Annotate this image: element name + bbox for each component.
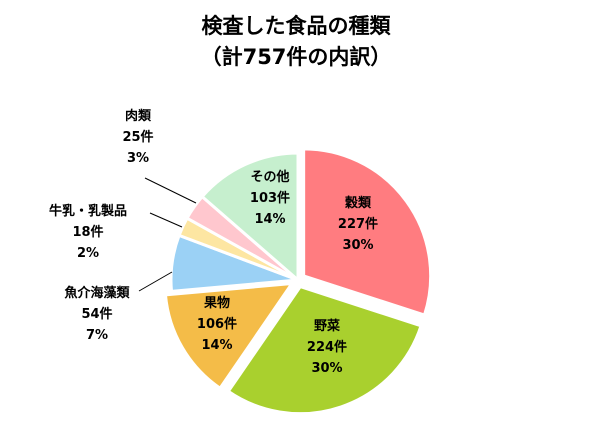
slice-label-meat-name: 肉類 <box>125 108 152 124</box>
slice-label-dairy-percent-label: 2% <box>77 246 99 261</box>
slice-label-fruit-name: 果物 <box>203 295 230 311</box>
chart-title: 検査した食品の種類 <box>202 14 392 38</box>
pie-slice-other <box>200 151 300 282</box>
slice-label-meat-count-label: 25件 <box>122 129 153 145</box>
pie-slice-fruit <box>163 282 294 390</box>
slice-label-other-name: その他 <box>250 169 289 185</box>
slice-label-seafood: 魚介海藻類 54件 7% <box>64 285 130 343</box>
slice-label-vegetables-count-label: 224件 <box>307 339 347 355</box>
slice-label-meat: 肉類 25件 3% <box>122 108 153 166</box>
slice-label-fruit: 果物 106件 14% <box>197 295 237 353</box>
slice-label-fruit-percent-label: 14% <box>201 338 232 353</box>
slice-label-fruit-count-label: 106件 <box>197 316 237 332</box>
slice-label-vegetables-percent-label: 30% <box>311 361 342 376</box>
slice-label-dairy-name: 牛乳・乳製品 <box>49 203 127 219</box>
slice-labels: 穀類 227件 30% 野菜 224件 30% 果物 106件 14% 魚介海藻類 54件 7% 牛乳・… <box>49 108 378 376</box>
slice-label-other-count-label: 103件 <box>250 190 290 206</box>
slice-label-other-percent-label: 14% <box>254 212 285 227</box>
leader-line-seafood <box>138 271 173 292</box>
leader-lines <box>138 177 197 292</box>
slice-label-dairy-count-label: 18件 <box>72 224 103 240</box>
slice-label-vegetables: 野菜 224件 30% <box>307 318 347 376</box>
slice-label-other: その他 103件 14% <box>250 169 290 227</box>
slice-label-dairy: 牛乳・乳製品 18件 2% <box>49 203 127 261</box>
pie-slice-vegetables <box>226 285 423 416</box>
pie-slice-grains <box>302 147 433 317</box>
slice-label-grains-name: 穀類 <box>344 195 372 211</box>
slice-label-grains: 穀類 227件 30% <box>338 195 378 253</box>
slice-label-meat-percent-label: 3% <box>127 151 149 166</box>
leader-line-dairy <box>149 212 183 228</box>
chart-subtitle: （計757件の内訳） <box>201 45 392 69</box>
slice-label-seafood-percent-label: 7% <box>86 328 108 343</box>
slice-label-grains-count-label: 227件 <box>338 216 378 232</box>
slice-label-vegetables-name: 野菜 <box>314 318 340 334</box>
leader-line-meat <box>144 177 197 204</box>
slice-label-grains-percent-label: 30% <box>342 238 373 253</box>
slice-label-seafood-name: 魚介海藻類 <box>64 285 130 301</box>
pie-slices <box>163 147 433 416</box>
slice-label-seafood-count-label: 54件 <box>81 306 112 322</box>
